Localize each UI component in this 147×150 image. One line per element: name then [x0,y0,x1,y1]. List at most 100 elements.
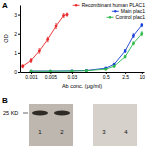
error-bar [22,65,24,68]
y-tick-label: 0 [14,69,17,75]
lane-label: 4 [124,129,128,135]
marker-tick [23,113,28,114]
series-line [31,25,142,71]
x-tick: 0.03 [68,72,78,80]
y-tick: 3 [14,12,20,18]
y-tick-label: 3 [14,12,17,18]
data-point [55,25,58,28]
blot-membrane [93,104,137,146]
legend-swatch [107,17,114,18]
x-tick-label: 0.5 [103,74,110,80]
error-bar [30,59,32,63]
error-bar [85,70,87,72]
error-bar [132,34,134,38]
data-point [30,70,33,72]
legend-marker [75,4,77,6]
data-point [140,24,143,27]
error-bar [141,32,143,36]
data-point [132,42,135,45]
legend-swatch [73,5,80,6]
panel-label: B [2,96,8,105]
x-tick: 0.5 [103,72,110,80]
error-bar [55,24,57,29]
y-tick-mark [18,34,20,35]
data-point [140,32,143,35]
legend-marker [114,10,116,12]
lane-label: 1 [38,129,42,135]
lane-label: 2 [60,129,64,135]
lane-label: 3 [102,129,106,135]
x-tick-label: 0.001 [25,74,38,80]
legend-entry: Control plac1 [107,14,146,20]
data-point [124,50,127,53]
x-tick-label: 0.005 [45,74,58,80]
y-tick: 2 [14,31,20,37]
data-point [62,14,65,17]
y-axis-title: OD [3,34,9,42]
figure: A B 0.001 0.005 0.03 0.5 2.5 10 0 1 2 3 Ab conc. (μg… [0,0,147,150]
error-bar [38,49,40,54]
y-tick: 0 [14,69,20,75]
data-point [46,38,49,41]
blot-band [54,110,70,115]
error-bar [30,71,32,72]
error-bar [66,13,68,16]
x-axis-title: Ab conc. (μg/ml) [62,83,102,89]
data-point [71,69,74,72]
error-bar [85,70,87,71]
data-point [30,59,33,62]
data-point [113,65,116,68]
y-tick-label: 1 [14,50,17,56]
legend-marker [109,16,111,18]
data-point [66,13,69,16]
y-axis: 0 1 2 3 [14,6,20,76]
x-tick: 10 [140,72,146,80]
error-bar [63,14,65,18]
legend-label: Control plac1 [116,14,146,20]
blot-membrane [29,104,73,146]
y-tick-label: 2 [14,31,17,37]
x-tick-label: 10 [140,74,146,80]
data-point [104,67,107,70]
legend: Recombinant human PLAC1Main plac1Control… [73,2,146,20]
error-bar [105,68,107,70]
plot-area [21,13,143,72]
x-tick: 2.5 [122,72,129,80]
panel-label: A [2,1,8,10]
data-point [38,50,41,53]
data-point [85,69,88,72]
x-tick: 0.005 [45,72,58,80]
y-tick-mark [18,53,20,54]
error-bar [49,71,51,72]
y-tick-mark [18,15,20,16]
blot-band [32,110,48,115]
series [21,13,68,68]
series-line [23,15,67,67]
data-point [132,34,135,37]
data-point [124,55,127,58]
blot: 25 KD 1 2 3 4 [3,104,137,146]
y-tick-mark [18,72,20,73]
data-point [49,70,52,72]
data-point [49,70,52,72]
data-point [85,69,88,72]
x-axis: 0.001 0.005 0.03 0.5 2.5 10 [21,72,146,80]
error-bar [124,55,126,58]
y-tick: 1 [14,50,20,56]
x-tick: 0.001 [25,72,38,80]
data-point [30,70,33,72]
series [30,24,144,72]
error-bar [47,37,49,42]
error-bar [141,24,143,27]
x-tick-label: 2.5 [122,74,129,80]
marker-label: 25 KD [3,110,18,116]
series [30,32,144,72]
error-bar [132,42,134,45]
data-point [104,68,107,71]
series-line [31,34,142,72]
data-point [21,65,24,68]
data-point [71,70,74,72]
legend-swatch [112,11,119,12]
y-axis-line [20,6,21,73]
error-bar [124,49,126,52]
